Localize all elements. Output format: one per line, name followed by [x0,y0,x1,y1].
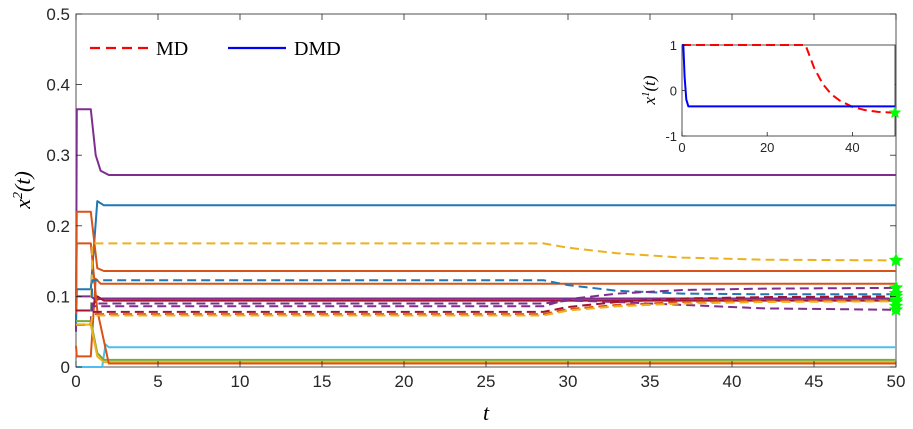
dmd-series-line [75,210,896,315]
dmd-series-line [75,277,896,358]
legend-dmd-label: DMD [294,38,341,60]
dmd-series-line [76,320,896,361]
y-tick-label: 0.3 [46,146,70,165]
x-tick-label: 50 [887,372,906,391]
legend: MD DMD [90,38,341,60]
inset-axis-ticks: 0 20 40-101 [665,38,859,155]
inset-y-tick-label: -1 [665,129,677,144]
x-tick-label: 10 [231,372,250,391]
inset-y-axis-label: x1(t) [640,75,659,105]
x-tick-label: 40 [723,372,742,391]
y-tick-label: 0.1 [46,287,70,306]
y-tick-label: 0 [61,358,70,377]
main-series-group [75,108,897,368]
x-tick-label: 25 [477,372,496,391]
x-tick-label: 20 [395,372,414,391]
x-tick-label: 45 [805,372,824,391]
x-tick-label: 0 [71,372,80,391]
y-axis-label: x2(t) [10,171,35,210]
dmd-series-line [76,295,896,301]
dmd-series-line [76,295,896,312]
y-tick-label: 0.5 [46,5,70,24]
md-series-line [76,300,897,326]
x-tick-label: 15 [313,372,332,391]
inset-plot: 0 20 40-101 x1(t) [640,38,902,155]
inset-star-marker [888,106,902,119]
x-tick-label: 5 [153,372,162,391]
inset-y-tick-label: 1 [670,38,677,53]
inset-x-tick-label: 20 [760,140,774,155]
star-marker [888,302,904,317]
inset-x-tick-label: 40 [845,140,859,155]
inset-star-markers [888,106,902,119]
dmd-series-line [75,108,896,332]
svg-text:x2(t): x2(t) [10,171,35,210]
inset-plot-frame [681,44,896,137]
inset-md-line [682,44,896,114]
svg-text:x1(t): x1(t) [640,75,659,105]
x-tick-label: 35 [641,372,660,391]
inset-y-tick-label: 0 [670,84,677,99]
star-marker [888,252,904,267]
legend-md-label: MD [156,38,188,60]
inset-x-tick-label: 0 [678,140,685,155]
y-tick-label: 0.4 [46,76,70,95]
x-tick-label: 30 [559,372,578,391]
y-tick-label: 0.2 [46,217,70,236]
x-axis-label: t [483,400,490,425]
